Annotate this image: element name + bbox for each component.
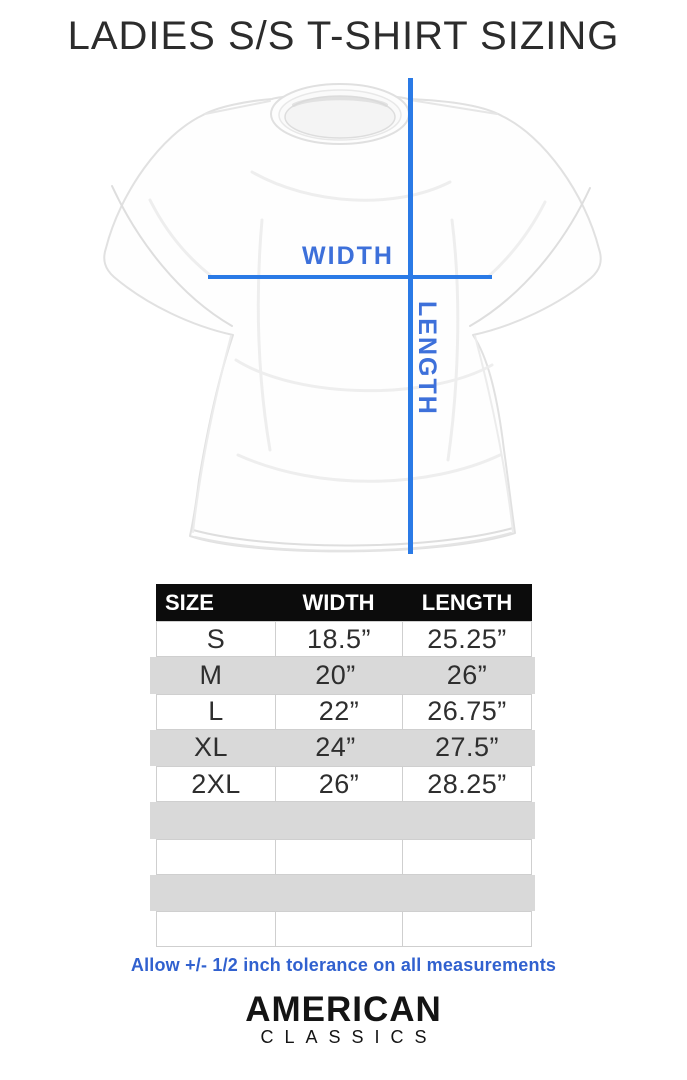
table-row-s: S 18.5” 25.25” xyxy=(156,621,532,658)
length-cell: 28.25” xyxy=(402,766,532,803)
size-cell: S xyxy=(156,621,275,658)
table-row-empty xyxy=(150,874,535,911)
width-measure-line xyxy=(208,275,492,279)
width-cell: 20” xyxy=(315,659,356,690)
length-measure-label: LENGTH xyxy=(413,301,441,416)
size-cell: 2XL xyxy=(156,766,275,803)
size-table-header: SIZE WIDTH LENGTH xyxy=(156,584,532,621)
size-cell: M xyxy=(199,659,223,690)
tshirt-diagram-graphic xyxy=(103,78,602,554)
size-cell: L xyxy=(156,693,275,730)
table-row-xl: XL 24” 27.5” xyxy=(150,729,535,766)
length-measure-line xyxy=(408,78,413,554)
table-row-l: L 22” 26.75” xyxy=(156,693,532,730)
column-header-length: LENGTH xyxy=(421,589,513,615)
width-cell: 26” xyxy=(275,766,402,803)
width-cell: 24” xyxy=(315,732,356,763)
collar xyxy=(270,83,410,145)
length-cell: 26” xyxy=(446,659,488,690)
width-cell: 18.5” xyxy=(275,621,402,658)
fabric-wrinkles xyxy=(148,170,547,483)
size-table: SIZE WIDTH LENGTH S 18.5” 25.25” M 20” 2… xyxy=(150,584,535,948)
length-cell: 27.5” xyxy=(434,732,500,763)
tshirt-body xyxy=(103,93,602,553)
column-header-size: SIZE xyxy=(165,589,214,615)
table-row-2xl: 2XL 26” 28.25” xyxy=(156,766,532,803)
width-measure-label: WIDTH xyxy=(302,242,394,270)
tolerance-note: Allow +/- 1/2 inch tolerance on all meas… xyxy=(130,955,557,975)
table-row-empty xyxy=(150,802,535,839)
table-row-m: M 20” 26” xyxy=(150,657,535,694)
column-header-width: WIDTH xyxy=(302,589,375,615)
width-cell: 22” xyxy=(275,693,402,730)
brand-name: AMERICAN xyxy=(245,990,442,1029)
table-row-empty xyxy=(156,838,532,875)
seam-lines xyxy=(111,99,591,552)
table-row-empty xyxy=(156,911,532,948)
length-cell: 26.75” xyxy=(402,693,532,730)
brand-subname: CLASSICS xyxy=(260,1027,438,1047)
size-cell: XL xyxy=(193,732,229,763)
length-cell: 25.25” xyxy=(402,621,532,658)
brand-logo: AMERICAN CLASSICS xyxy=(0,992,687,1048)
page-title: LADIES S/S T-SHIRT SIZING xyxy=(67,14,620,58)
